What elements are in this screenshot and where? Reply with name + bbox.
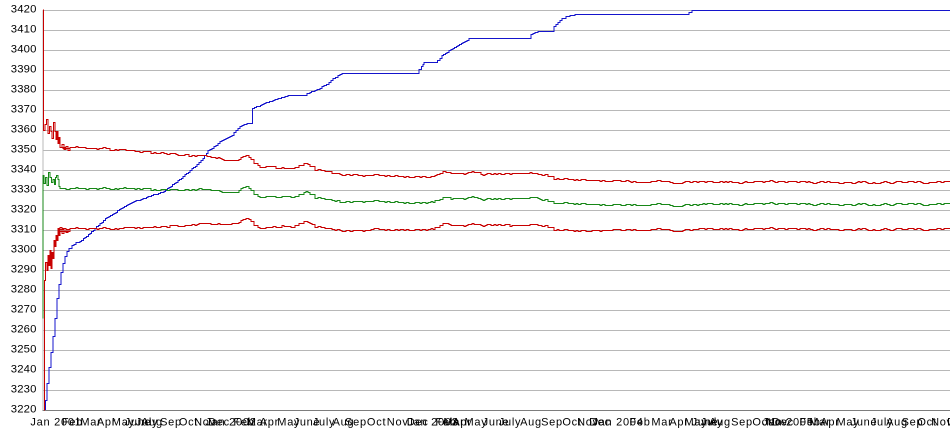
svg-text:3230: 3230	[11, 384, 37, 396]
svg-text:Aug: Aug	[709, 417, 731, 429]
svg-text:Jan 2001: Jan 2001	[30, 417, 81, 429]
svg-text:Dec: Dec	[208, 417, 230, 429]
svg-text:Sep: Sep	[731, 417, 753, 429]
svg-text:3410: 3410	[11, 24, 37, 36]
svg-text:Dec: Dec	[407, 417, 429, 429]
svg-text:June: June	[692, 417, 719, 429]
svg-text:Jan 2005: Jan 2005	[762, 417, 813, 429]
svg-text:3350: 3350	[11, 144, 37, 156]
svg-text:June: June	[125, 417, 152, 429]
svg-text:3220: 3220	[11, 404, 37, 416]
svg-text:Oct: Oct	[367, 417, 386, 429]
svg-text:Aug: Aug	[333, 417, 355, 429]
svg-text:Nov: Nov	[387, 417, 409, 429]
svg-text:Aug: Aug	[141, 417, 163, 429]
svg-text:Nov: Nov	[931, 417, 950, 429]
svg-text:Feb: Feb	[435, 417, 456, 429]
svg-text:May: May	[464, 417, 487, 429]
svg-text:3270: 3270	[11, 304, 37, 316]
svg-text:Sep: Sep	[902, 417, 924, 429]
svg-text:3250: 3250	[11, 344, 37, 356]
svg-text:Sep: Sep	[541, 417, 563, 429]
svg-text:Oct: Oct	[562, 417, 581, 429]
svg-text:Mar: Mar	[651, 417, 672, 429]
svg-text:Apr: Apr	[820, 417, 839, 429]
svg-text:June: June	[851, 417, 878, 429]
svg-text:Sep: Sep	[345, 417, 367, 429]
svg-text:3370: 3370	[11, 104, 37, 116]
svg-text:Mar: Mar	[809, 417, 830, 429]
svg-text:May: May	[684, 417, 707, 429]
svg-text:3340: 3340	[11, 164, 37, 176]
svg-text:Apr: Apr	[260, 417, 279, 429]
svg-text:Nov: Nov	[766, 417, 788, 429]
svg-text:July: July	[136, 417, 159, 429]
svg-text:June: June	[483, 417, 510, 429]
svg-text:May: May	[277, 417, 300, 429]
svg-text:July: July	[871, 417, 894, 429]
svg-text:Jan 2002: Jan 2002	[205, 417, 256, 429]
svg-text:3300: 3300	[11, 244, 37, 256]
svg-text:June: June	[294, 417, 321, 429]
svg-text:3360: 3360	[11, 124, 37, 136]
svg-text:July: July	[499, 417, 522, 429]
svg-text:May: May	[112, 417, 135, 429]
svg-text:July: July	[313, 417, 336, 429]
svg-text:Feb: Feb	[629, 417, 650, 429]
svg-text:3380: 3380	[11, 84, 37, 96]
svg-text:Mar: Mar	[443, 417, 464, 429]
svg-text:3310: 3310	[11, 224, 37, 236]
svg-text:Oct: Oct	[917, 417, 936, 429]
svg-text:Jan 2004: Jan 2004	[592, 417, 643, 429]
svg-text:3330: 3330	[11, 184, 37, 196]
svg-text:Dec: Dec	[589, 417, 611, 429]
svg-text:Nov: Nov	[577, 417, 599, 429]
svg-text:3320: 3320	[11, 204, 37, 216]
svg-text:Feb: Feb	[799, 417, 820, 429]
svg-text:Oct: Oct	[752, 417, 771, 429]
svg-text:3290: 3290	[11, 264, 37, 276]
svg-text:Oct: Oct	[179, 417, 198, 429]
svg-text:Aug: Aug	[886, 417, 908, 429]
svg-text:3260: 3260	[11, 324, 37, 336]
svg-text:July: July	[701, 417, 724, 429]
svg-text:Nov: Nov	[194, 417, 216, 429]
svg-text:Dec: Dec	[947, 417, 950, 429]
svg-text:3420: 3420	[11, 4, 37, 16]
svg-text:Feb: Feb	[62, 417, 83, 429]
svg-text:Apr: Apr	[452, 417, 471, 429]
svg-text:3400: 3400	[11, 44, 37, 56]
svg-text:Apr: Apr	[669, 417, 688, 429]
svg-text:Mar: Mar	[247, 417, 268, 429]
svg-text:Dec: Dec	[772, 417, 794, 429]
svg-text:Jan 2003: Jan 2003	[407, 417, 458, 429]
svg-text:Feb: Feb	[233, 417, 254, 429]
svg-text:3390: 3390	[11, 64, 37, 76]
svg-text:Mar: Mar	[80, 417, 101, 429]
svg-text:Sep: Sep	[160, 417, 182, 429]
svg-text:Apr: Apr	[97, 417, 116, 429]
svg-text:Aug: Aug	[520, 417, 542, 429]
svg-text:3280: 3280	[11, 284, 37, 296]
svg-text:May: May	[836, 417, 859, 429]
svg-text:3240: 3240	[11, 364, 37, 376]
